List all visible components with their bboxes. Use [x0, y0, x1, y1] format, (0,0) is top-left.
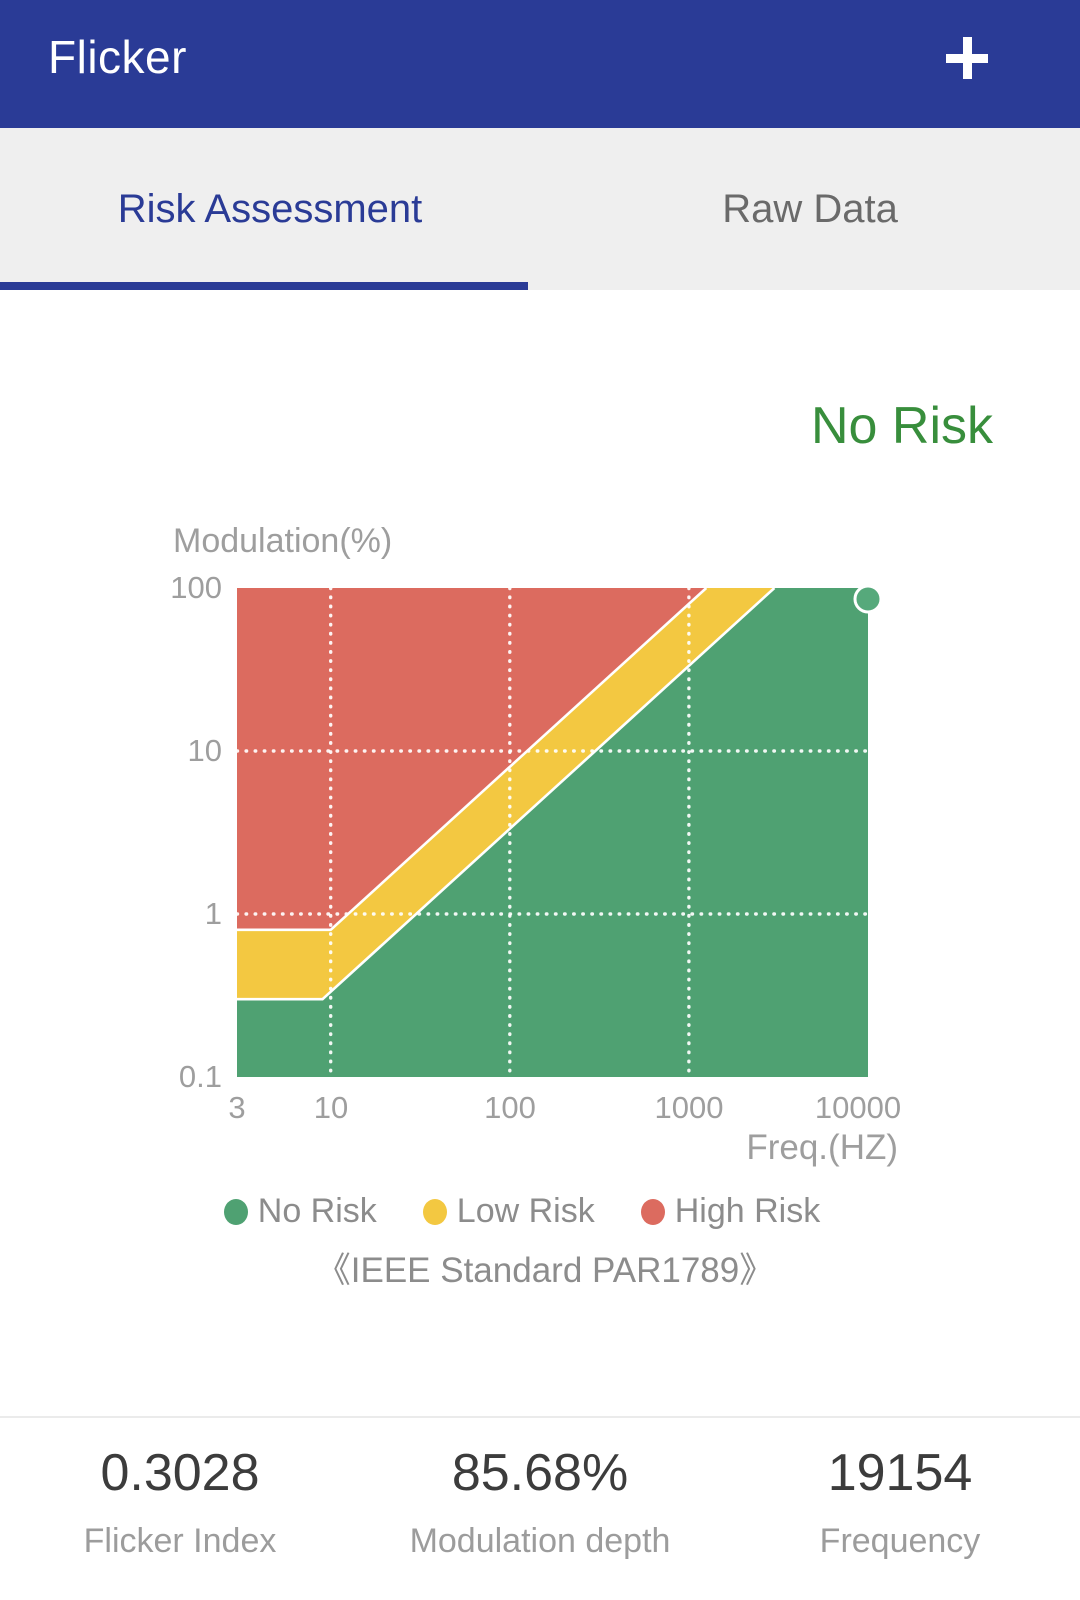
- y-tick-1: 1: [204, 896, 222, 931]
- low-risk-zone: [237, 588, 775, 1000]
- modulation-depth-value: 85.68%: [451, 1444, 629, 1502]
- gridlines: [235, 586, 870, 1079]
- flicker-index-value: 0.3028: [100, 1444, 260, 1502]
- no-risk-dot-icon: [223, 1198, 248, 1225]
- x-tick-10000: 10000: [814, 1090, 902, 1125]
- frequency-value: 19154: [827, 1444, 973, 1502]
- stat-frequency: 19154 Frequency: [720, 1442, 1080, 1560]
- no-effect-boundary-line: [237, 587, 776, 1001]
- tab-bar: Risk Assessment Raw Data: [0, 128, 1080, 290]
- x-tick-1000: 1000: [654, 1090, 724, 1125]
- legend-item-no-risk: No Risk: [223, 1192, 377, 1231]
- x-tick-3: 3: [228, 1090, 246, 1125]
- legend-item-low-risk: Low Risk: [422, 1192, 595, 1231]
- legend-label-high-risk: High Risk: [674, 1192, 821, 1230]
- y-tick-100: 100: [170, 570, 222, 605]
- chart-legend: No Risk Low Risk High Risk: [0, 1192, 1044, 1231]
- tab-risk-assessment[interactable]: Risk Assessment: [0, 128, 540, 290]
- modulation-depth-label: Modulation depth: [409, 1522, 671, 1560]
- x-tick-100: 100: [484, 1090, 536, 1125]
- tab-risk-assessment-label: Risk Assessment: [117, 186, 423, 231]
- high-risk-dot-icon: [640, 1198, 665, 1225]
- legend-item-high-risk: High Risk: [640, 1192, 821, 1231]
- risk-zone-chart: [235, 584, 883, 1079]
- high-risk-boundary-line: [237, 587, 708, 932]
- low-risk-dot-icon: [422, 1198, 447, 1225]
- section-divider: [0, 1416, 1080, 1418]
- legend-label-low-risk: Low Risk: [456, 1192, 595, 1230]
- add-button[interactable]: [921, 12, 1013, 104]
- x-tick-10: 10: [313, 1090, 349, 1125]
- measurement-stats: 0.3028 Flicker Index 85.68% Modulation d…: [0, 1442, 1080, 1560]
- flicker-index-label: Flicker Index: [83, 1522, 277, 1560]
- measurement-point-marker: [853, 584, 883, 614]
- risk-status-text: No Risk: [810, 397, 993, 455]
- tab-raw-data-label: Raw Data: [722, 186, 898, 231]
- y-tick-10: 10: [187, 733, 222, 768]
- x-axis-title: Freq.(HZ): [746, 1128, 898, 1167]
- active-tab-indicator: [0, 282, 528, 290]
- no-risk-zone: [237, 588, 868, 1077]
- legend-label-no-risk: No Risk: [257, 1192, 377, 1230]
- plus-icon: [946, 37, 988, 79]
- app-bar: Flicker: [0, 0, 1080, 128]
- y-axis-title: Modulation(%): [173, 522, 393, 560]
- stat-flicker-index: 0.3028 Flicker Index: [0, 1442, 360, 1560]
- page-title: Flicker: [48, 31, 187, 83]
- stat-modulation-depth: 85.68% Modulation depth: [360, 1442, 720, 1560]
- frequency-label: Frequency: [819, 1522, 981, 1560]
- high-risk-zone: [237, 588, 707, 930]
- chart-standard-caption: 《IEEE Standard PAR1789》: [315, 1251, 775, 1290]
- tab-raw-data[interactable]: Raw Data: [540, 128, 1080, 290]
- y-tick-0-1: 0.1: [178, 1059, 222, 1094]
